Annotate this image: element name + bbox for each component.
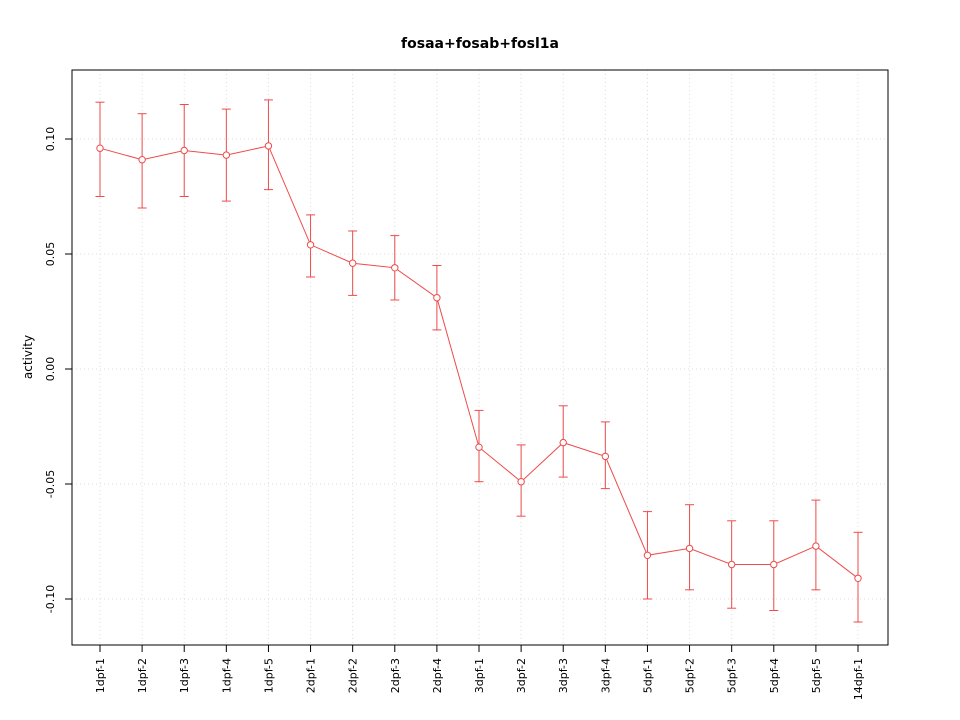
y-tick-label: -0.05	[44, 470, 57, 498]
x-tick-label: 1dpf-5	[262, 658, 275, 693]
x-tick-label: 2dpf-4	[431, 658, 444, 693]
data-point	[264, 142, 273, 150]
x-tick-label: 2dpf-2	[347, 658, 360, 693]
data-point	[180, 146, 188, 155]
x-tick-label: 1dpf-2	[136, 658, 149, 693]
x-tick-label: 3dpf-3	[557, 658, 570, 693]
data-point	[601, 452, 610, 461]
y-tick-label: 0.05	[44, 242, 57, 267]
data-point	[475, 443, 483, 451]
x-tick-label: 5dpf-3	[726, 658, 739, 693]
data-point	[138, 156, 146, 164]
x-tick-label: 5dpf-4	[768, 658, 781, 693]
chart-title: fosaa+fosab+fosl1a	[401, 36, 559, 52]
y-tick-label: 0.10	[44, 127, 57, 152]
data-point	[643, 551, 652, 559]
data-point	[770, 560, 778, 569]
x-tick-label: 3dpf-4	[599, 658, 612, 693]
data-point	[306, 241, 315, 249]
x-tick-label: 1dpf-4	[220, 658, 233, 693]
x-tick-label: 14dpf-1	[852, 658, 865, 700]
data-point	[559, 438, 567, 447]
data-point	[812, 542, 820, 550]
plot-box	[71, 69, 889, 646]
x-tick-label: 1dpf-1	[94, 658, 107, 693]
y-tick-label: -0.10	[44, 585, 57, 613]
x-tick-label: 1dpf-3	[178, 658, 191, 693]
y-tick-label: 0.00	[44, 357, 57, 382]
x-tick-label: 2dpf-1	[305, 658, 318, 693]
data-point	[222, 151, 231, 159]
data-point	[727, 560, 736, 569]
x-tick-label: 5dpf-2	[684, 658, 697, 693]
x-tick-label: 5dpf-1	[641, 658, 654, 693]
data-point	[685, 544, 694, 553]
data-point	[517, 478, 525, 486]
x-tick-label: 3dpf-2	[515, 658, 528, 693]
data-point	[96, 144, 104, 152]
data-point	[348, 259, 357, 267]
x-tick-label: 5dpf-5	[810, 658, 823, 693]
data-point	[433, 294, 441, 302]
data-point	[854, 574, 862, 582]
x-tick-label: 2dpf-3	[389, 658, 402, 693]
x-tick-label: 3dpf-1	[473, 658, 486, 693]
data-point	[391, 264, 399, 272]
